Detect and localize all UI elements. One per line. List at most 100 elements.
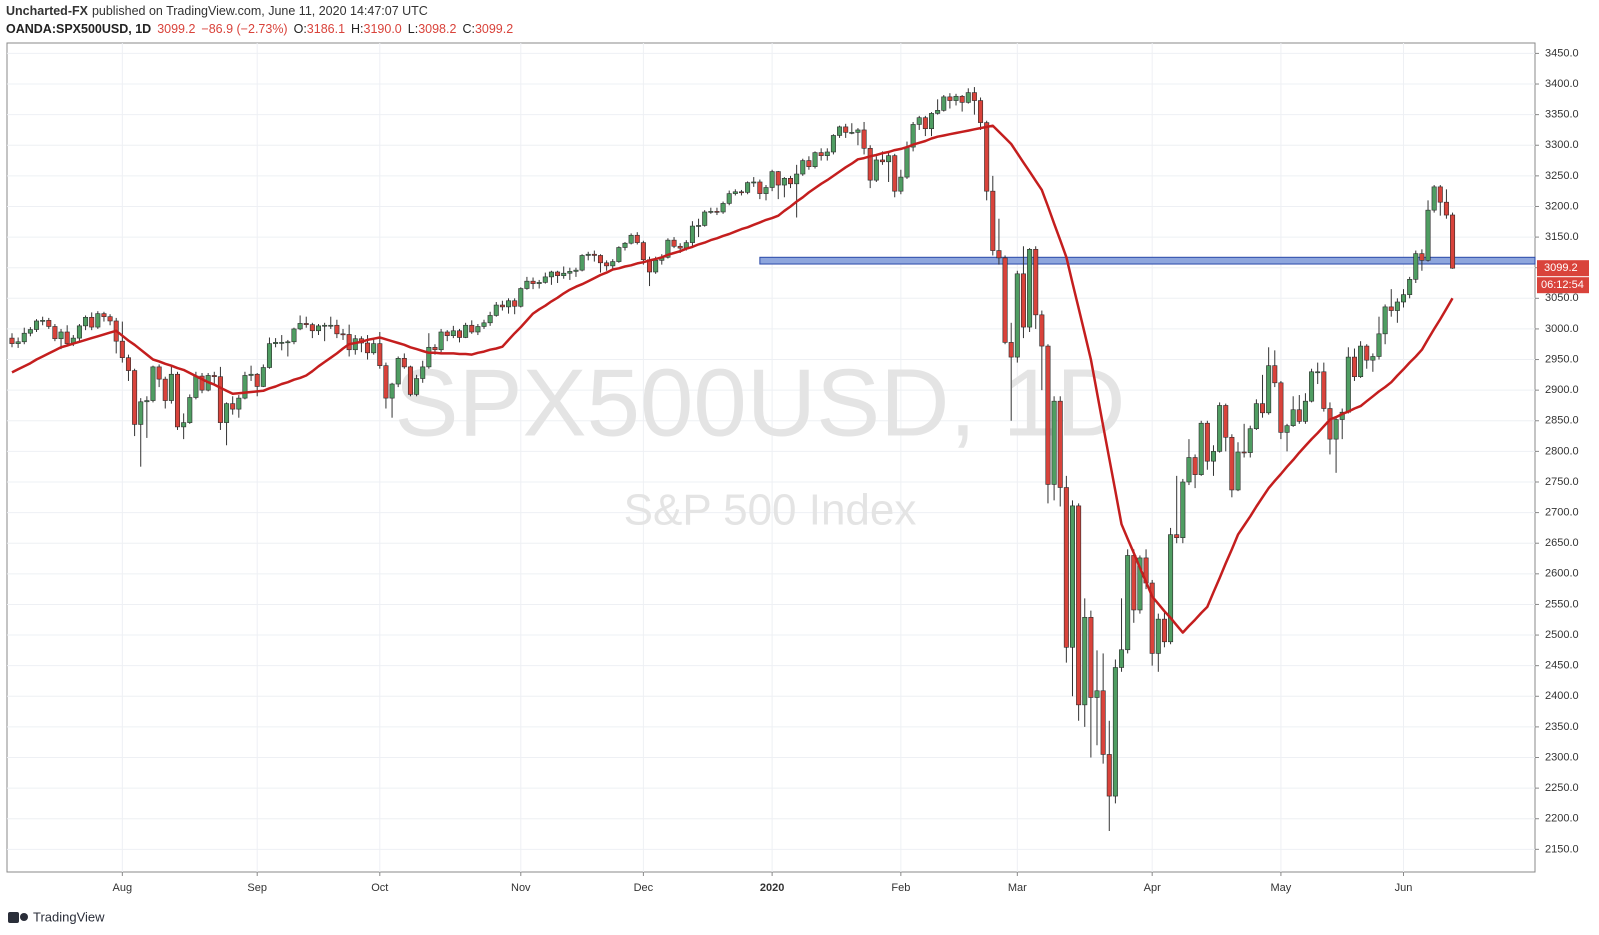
candle-body <box>916 117 922 125</box>
candle-body <box>738 191 744 194</box>
candle-body <box>524 280 530 289</box>
candle-body <box>407 366 413 395</box>
candle-body <box>1033 249 1039 316</box>
candle-body <box>322 324 328 327</box>
candle-body <box>769 171 775 188</box>
candle-body <box>1443 201 1449 216</box>
candle-body <box>1351 356 1357 377</box>
candle-body <box>745 182 751 193</box>
candle-body <box>1155 618 1161 654</box>
candle-body <box>1266 365 1272 414</box>
candle-body <box>941 96 947 111</box>
candle-body <box>420 366 426 379</box>
candle-body <box>1106 754 1112 797</box>
candle-body <box>199 375 205 391</box>
candle-body <box>426 346 432 368</box>
candle-body <box>824 151 830 156</box>
footer-logo <box>8 912 28 923</box>
candle-body <box>1051 400 1057 485</box>
candle-body <box>1125 555 1131 651</box>
y-tick-label: 2350.0 <box>1545 721 1579 733</box>
candle-body <box>58 331 64 340</box>
candle-body <box>9 337 15 344</box>
candle-body <box>1382 306 1388 335</box>
candle-body <box>64 331 70 344</box>
candle-body <box>377 343 383 366</box>
candle-body <box>76 325 82 339</box>
candle-body <box>1210 451 1216 462</box>
candle-body <box>444 331 450 336</box>
candle-body <box>971 92 977 101</box>
candle-body <box>150 366 156 401</box>
candle-body <box>751 181 757 184</box>
candle-body <box>266 343 272 368</box>
candle-body <box>1223 405 1229 438</box>
candle-body <box>1137 557 1143 611</box>
candle-body <box>953 95 959 101</box>
candle-body <box>383 365 389 399</box>
candle-body <box>346 334 352 351</box>
candle-body <box>1045 345 1051 485</box>
axes: 2150.0 2200.0 2250.0 2300.0 2350.0 2400.0 2450… <box>113 47 1589 894</box>
candle-body <box>1100 690 1106 755</box>
candle-body <box>928 113 934 130</box>
candle-body <box>873 159 879 181</box>
y-tick-label: 3000.0 <box>1545 323 1579 335</box>
y-tick-label: 2550.0 <box>1545 598 1579 610</box>
candle-body <box>579 255 585 271</box>
candle-body <box>1027 249 1033 328</box>
candle-body <box>1119 649 1125 668</box>
candle-body <box>1388 306 1394 311</box>
candle-body <box>46 320 52 327</box>
candle-body <box>800 160 806 175</box>
ohlc-value: 3190.0 <box>364 22 402 36</box>
candle-body <box>763 187 769 194</box>
candle-body <box>285 341 291 344</box>
candle-body <box>463 324 469 338</box>
candle-body <box>456 330 462 338</box>
y-tick-label: 2900.0 <box>1545 384 1579 396</box>
y-tick-label: 2250.0 <box>1545 782 1579 794</box>
x-tick-label: Dec <box>634 882 654 894</box>
candle-body <box>1247 428 1253 453</box>
candle-body <box>1315 371 1321 374</box>
x-tick-label: Nov <box>511 882 531 894</box>
candle-body <box>1290 409 1296 426</box>
candle-body <box>254 373 260 387</box>
candle-body <box>1358 345 1364 377</box>
candle-body <box>959 95 965 103</box>
candle-body <box>506 300 512 308</box>
candle-body <box>1425 209 1431 261</box>
candle-body <box>52 326 58 340</box>
candle-body <box>475 326 481 333</box>
candle-body <box>1174 534 1180 539</box>
candle-body <box>702 211 708 226</box>
candle-body <box>499 304 505 308</box>
symbol: OANDA:SPX500USD, 1D <box>6 22 151 36</box>
candle-body <box>334 324 340 335</box>
candle-body <box>781 178 787 186</box>
candle-body <box>910 124 916 148</box>
candle-body <box>892 155 898 192</box>
candle-body <box>187 397 193 423</box>
candle-body <box>248 373 254 376</box>
candle-body <box>720 203 726 213</box>
candle-body <box>1309 371 1315 402</box>
candle-body <box>542 276 548 283</box>
candle-body <box>291 328 297 343</box>
candle-body <box>193 375 199 398</box>
candle-body <box>1407 279 1413 295</box>
candle-body <box>1321 371 1327 409</box>
x-tick-label: Sep <box>247 882 267 894</box>
candle-body <box>561 272 567 276</box>
candle-body <box>843 126 849 133</box>
candle-body <box>181 422 187 428</box>
published: published on TradingView.com, June 11, 2… <box>92 4 428 18</box>
candle-body <box>867 148 873 181</box>
candle-body <box>886 155 892 163</box>
candle-body <box>732 191 738 194</box>
candle-body <box>978 100 984 123</box>
candle-body <box>15 341 21 344</box>
candle-body <box>1364 345 1370 361</box>
candle-body <box>303 323 309 325</box>
